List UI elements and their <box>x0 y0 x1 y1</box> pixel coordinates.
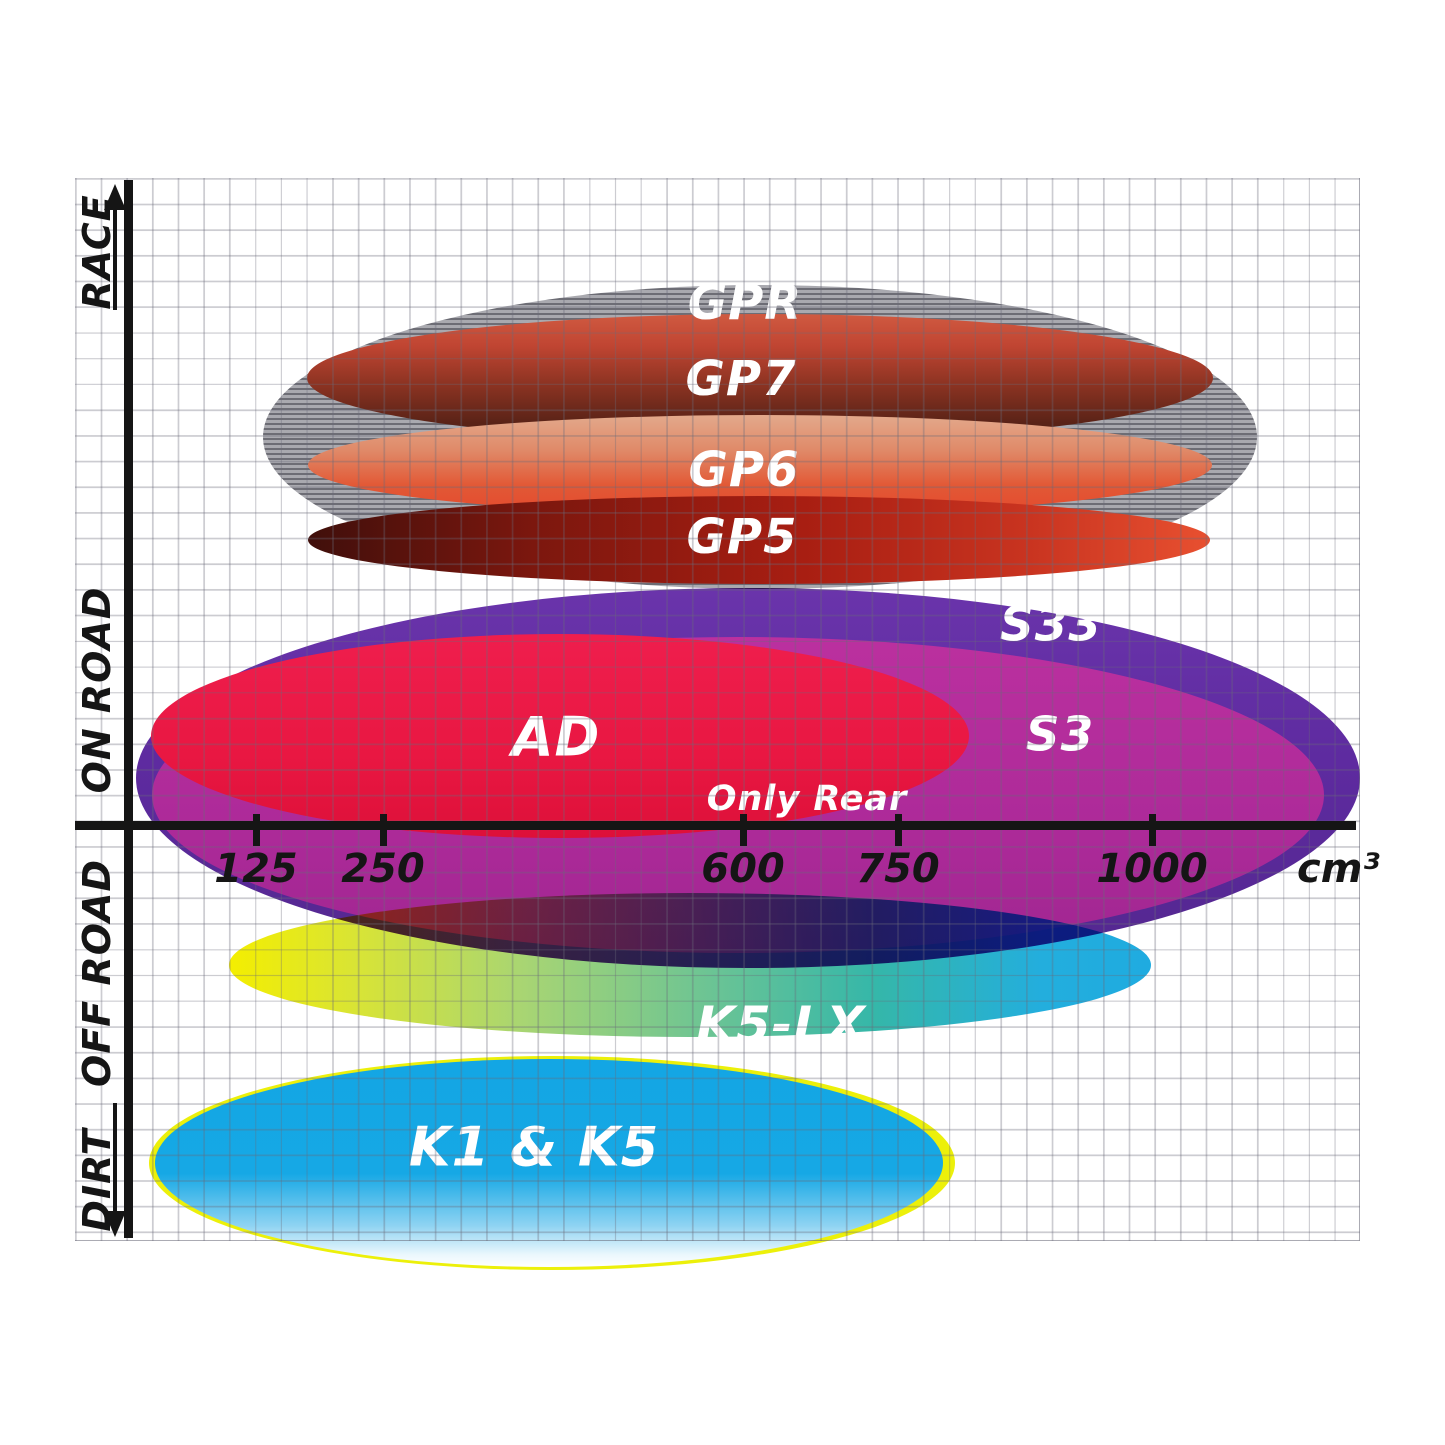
label-gp5: GP5 <box>686 509 798 565</box>
label-s3: S3 <box>1025 707 1095 763</box>
x-tick-label-250: 250 <box>341 846 425 892</box>
label-k1k5: K1 & K5 <box>408 1115 660 1179</box>
ellipse-ad <box>151 634 969 838</box>
label-gpr: GPR <box>687 275 803 331</box>
x-tick-125 <box>253 814 260 846</box>
x-tick-label-600: 600 <box>701 846 785 892</box>
label-only-rear: Only Rear <box>706 779 908 819</box>
ellipse-k5lx <box>229 893 1151 1037</box>
x-tick-label-125: 125 <box>214 846 298 892</box>
ellipse-gp5 <box>308 496 1210 584</box>
x-tick-600 <box>740 814 747 846</box>
x-tick-label-750: 750 <box>856 846 940 892</box>
y-zone-off-road: OFF ROAD <box>75 859 119 1087</box>
x-tick-label-1000: 1000 <box>1096 846 1208 892</box>
ellipse-k1k5 <box>155 1059 943 1267</box>
x-tick-250 <box>380 814 387 846</box>
label-s33: S33 <box>999 597 1103 653</box>
label-gp6: GP6 <box>688 442 800 498</box>
label-gp7: GP7 <box>685 351 797 407</box>
label-k5lx: K5-LX <box>696 996 866 1054</box>
x-axis-unit-label: cm³ <box>1297 846 1380 892</box>
label-ad: AD <box>511 705 601 769</box>
x-tick-750 <box>895 814 902 846</box>
y-axis <box>124 180 133 1238</box>
y-zone-on-road: ON ROAD <box>75 586 119 794</box>
x-tick-1000 <box>1149 814 1156 846</box>
x-axis <box>75 821 1356 830</box>
